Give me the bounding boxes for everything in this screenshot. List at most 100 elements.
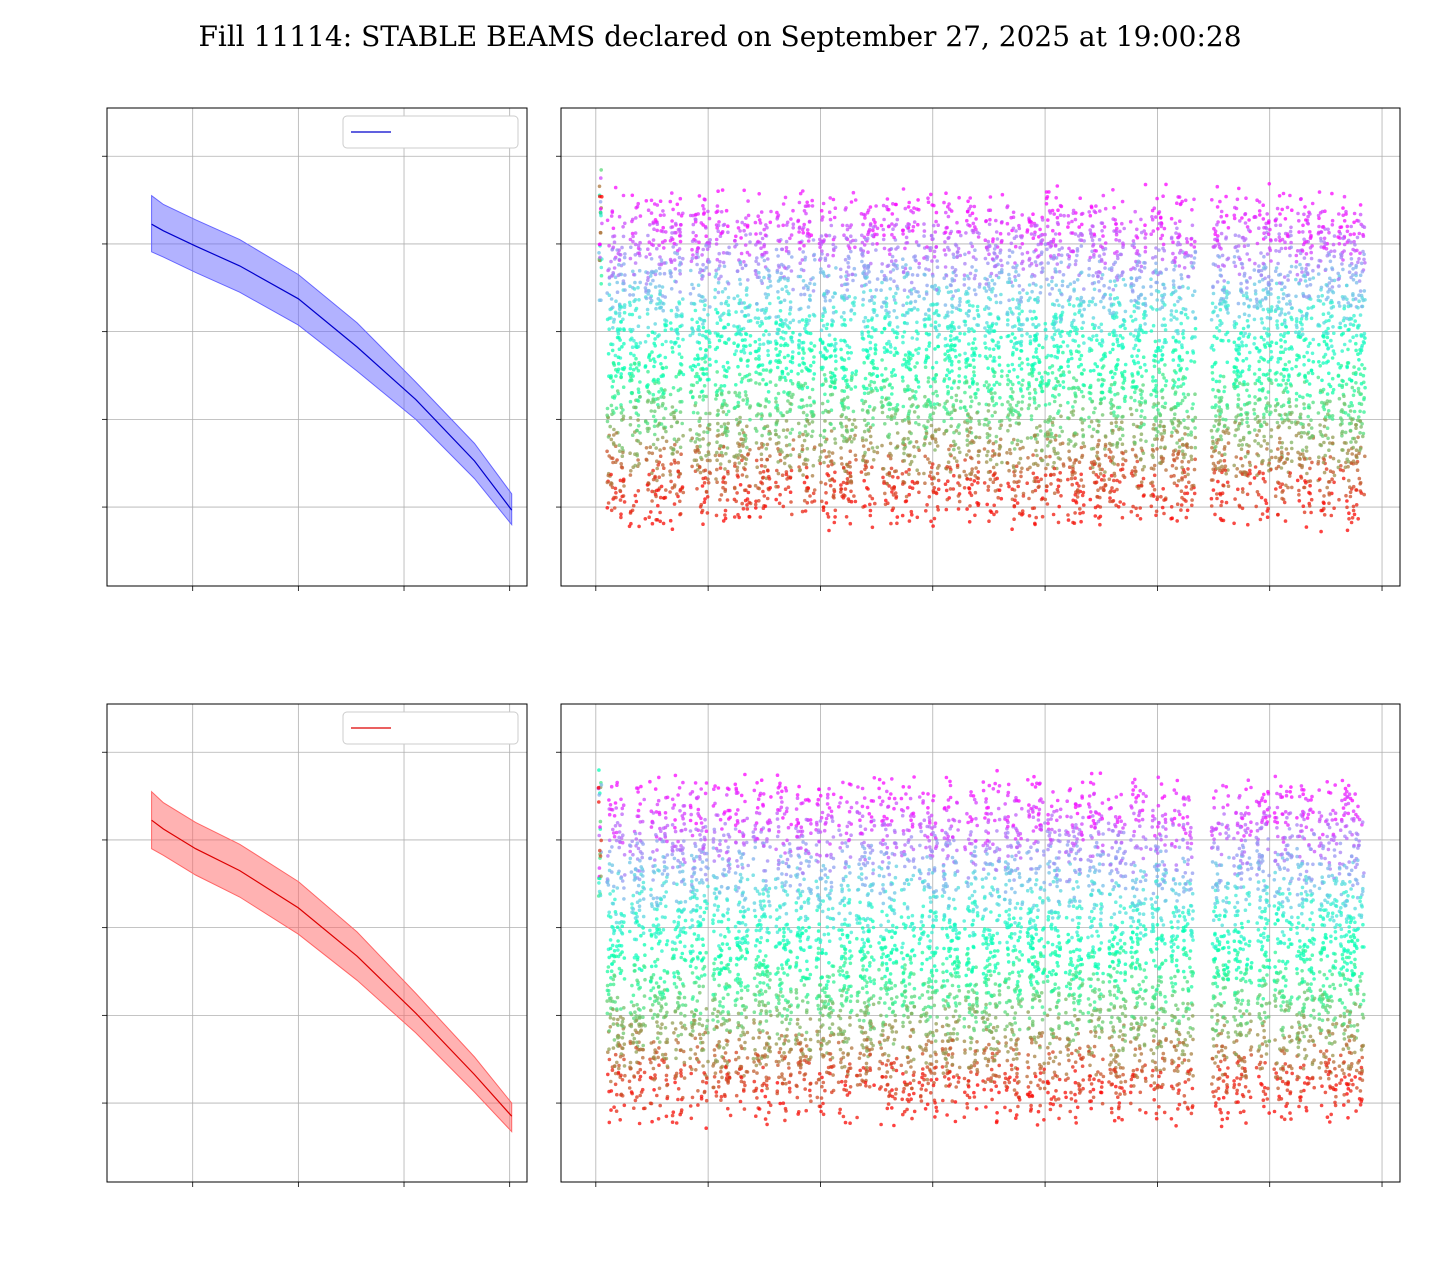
scatter-point (827, 274, 831, 278)
scatter-point (1019, 440, 1023, 444)
scatter-point (680, 400, 684, 404)
scatter-point (614, 496, 618, 500)
scatter-point (992, 374, 996, 378)
scatter-point (860, 399, 864, 403)
scatter-point (1060, 318, 1064, 322)
scatter-point (896, 444, 900, 448)
scatter-point (637, 525, 641, 529)
scatter-point (976, 481, 980, 485)
scatter-point (661, 343, 665, 347)
scatter-point (1044, 328, 1048, 332)
scatter-point (1111, 500, 1115, 504)
scatter-point (873, 381, 877, 385)
scatter-point (975, 501, 979, 505)
spread-band (152, 196, 512, 525)
scatter-point (647, 451, 651, 455)
scatter-point (779, 272, 783, 276)
scatter-point (776, 254, 780, 258)
scatter-point (798, 469, 802, 473)
scatter-point (1058, 332, 1062, 336)
scatter-point (887, 264, 891, 268)
scatter-point (690, 465, 694, 469)
scatter-point (925, 292, 929, 296)
scatter-point (821, 402, 825, 406)
scatter-point (995, 435, 999, 439)
scatter-point (798, 247, 802, 251)
scatter-point (854, 385, 858, 389)
scatter-point (755, 429, 759, 433)
scatter-point (825, 472, 829, 476)
scatter-point (744, 390, 748, 394)
scatter-point (1080, 244, 1084, 248)
scatter-point (761, 378, 765, 382)
scatter-point (922, 222, 926, 226)
scatter-point (1074, 490, 1078, 494)
scatter-point (807, 422, 811, 426)
scatter-point (706, 241, 710, 245)
scatter-point (952, 448, 956, 452)
scatter-point (974, 491, 978, 495)
scatter-point (892, 368, 896, 372)
scatter-point (661, 374, 665, 378)
scatter-point (988, 223, 992, 227)
scatter-point (1031, 490, 1035, 494)
scatter-point (914, 374, 918, 378)
scatter-point (868, 503, 872, 507)
scatter-point (739, 236, 743, 240)
scatter-point (993, 329, 997, 333)
scatter-point (758, 487, 762, 491)
scatter-point (757, 192, 761, 196)
scatter-point (1100, 229, 1104, 233)
scatter-point (740, 252, 744, 256)
scatter-point (842, 481, 846, 485)
scatter-point (724, 431, 728, 435)
scatter-point (891, 212, 895, 216)
scatter-point (937, 345, 941, 349)
scatter-point (965, 428, 969, 432)
scatter-point (1114, 368, 1118, 372)
scatter-point (768, 274, 772, 278)
scatter-point (639, 341, 643, 345)
scatter-point (1033, 362, 1037, 366)
scatter-point (692, 411, 696, 415)
scatter-point (901, 229, 905, 233)
scatter-point (969, 205, 973, 209)
scatter-point (647, 334, 651, 338)
scatter-point (1020, 467, 1024, 471)
scatter-point (1095, 419, 1099, 423)
scatter-point (1143, 261, 1147, 265)
scatter-point (1112, 410, 1116, 414)
scatter-point (1074, 458, 1078, 462)
scatter-point (1067, 518, 1071, 522)
scatter-point (951, 305, 955, 309)
scatter-point (656, 424, 660, 428)
scatter-point (925, 405, 929, 409)
scatter-point (696, 357, 700, 361)
scatter-point (708, 459, 712, 463)
scatter-point (998, 356, 1002, 360)
scatter-point (669, 393, 673, 397)
scatter-point (964, 409, 968, 413)
scatter-point (874, 352, 878, 356)
scatter-point (1059, 365, 1063, 369)
scatter-point (958, 484, 962, 488)
scatter-point (887, 397, 891, 401)
scatter-point (1034, 480, 1038, 484)
scatter-point (1093, 288, 1097, 292)
scatter-point (646, 308, 650, 312)
scatter-point (778, 502, 782, 506)
scatter-point (908, 421, 912, 425)
scatter-point (1090, 435, 1094, 439)
scatter-point (824, 257, 828, 261)
scatter-point (994, 294, 998, 298)
scatter-point (1109, 401, 1113, 405)
scatter-point (668, 490, 672, 494)
scatter-point (1100, 323, 1104, 327)
scatter-point (704, 330, 708, 334)
scatter-point (726, 446, 730, 450)
scatter-point (876, 277, 880, 281)
scatter-point (1060, 293, 1064, 297)
scatter-point (1121, 452, 1125, 456)
scatter-point (806, 447, 810, 451)
scatter-point (821, 366, 825, 370)
